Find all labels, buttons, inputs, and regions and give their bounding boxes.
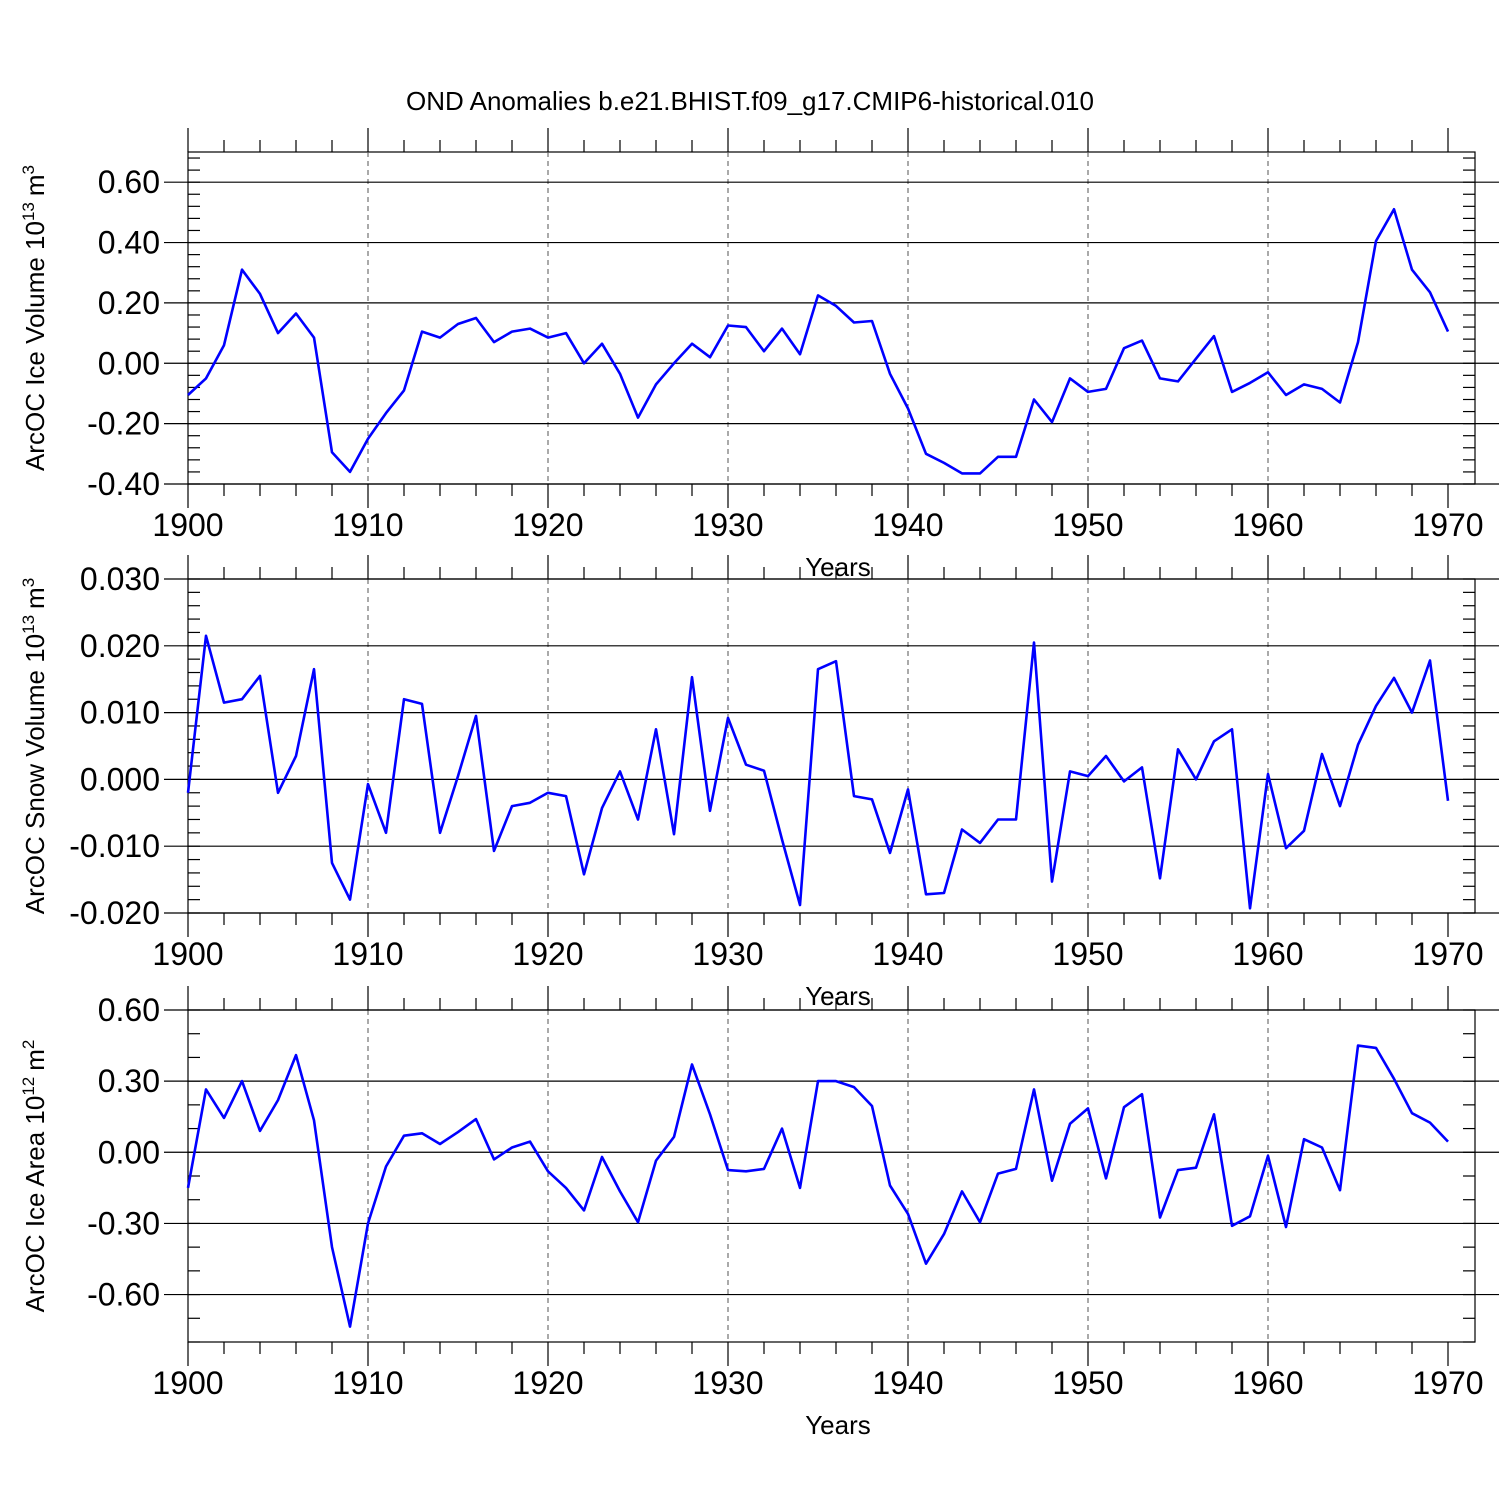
y-tick-label: -0.010 (69, 828, 160, 864)
x-tick-label: 1960 (1232, 936, 1303, 972)
y-tick-label: 0.00 (98, 345, 160, 381)
series-line-1 (187, 208, 1450, 475)
panel-2: 0.030 0.020 0.010 0.000 -0.010 -0.020 1900 1910… (19, 555, 1499, 1011)
series-line-1 (186, 634, 1450, 910)
x-tick-label: 1950 (1052, 507, 1123, 543)
x-tick-label: 1900 (152, 936, 223, 972)
x-tick-label: 1910 (332, 936, 403, 972)
y-axis-title-unit: m (20, 587, 50, 609)
y-axis-title-text: ArcOC Snow Volume 10 (20, 634, 50, 914)
y-axis-title-text: ArcOC Ice Volume 10 (20, 221, 50, 471)
y-tick-label: 0.000 (80, 761, 160, 797)
y-tick-label: 0.60 (98, 992, 160, 1028)
y-axis-title-unit-exponent: 2 (19, 1040, 38, 1049)
x-tick-label: 1910 (332, 1365, 403, 1401)
x-tick-label: 1930 (692, 1365, 763, 1401)
x-tick-label: 1910 (332, 507, 403, 543)
y-axis-title: ArcOC Snow Volume 1013 m3 (19, 578, 50, 914)
y-tick-label: 0.40 (98, 225, 160, 261)
y-tick-label: -0.60 (87, 1277, 160, 1313)
x-tick-label: 1920 (512, 507, 583, 543)
x-tick-label: 1960 (1232, 507, 1303, 543)
x-tick-label: 1960 (1232, 1365, 1303, 1401)
y-tick-label: 0.00 (98, 1134, 160, 1170)
x-tick-label: 1970 (1412, 507, 1483, 543)
y-axis-title-unit-exponent: 3 (19, 165, 38, 174)
y-axis-title-unit-exponent: 3 (19, 578, 38, 587)
x-tick-label: 1950 (1052, 1365, 1123, 1401)
x-tick-label: 1900 (152, 1365, 223, 1401)
y-tick-label: 0.010 (80, 695, 160, 731)
y-axis-title-exponent: 12 (19, 1077, 38, 1096)
panel-1: 0.60 0.40 0.20 0.00 -0.20 -0.40 1900 1910 1920 19… (19, 128, 1499, 582)
x-axis-title: Years (805, 981, 871, 1011)
y-tick-label: -0.020 (69, 895, 160, 931)
x-tick-label: 1940 (872, 507, 943, 543)
y-tick-label: -0.30 (87, 1205, 160, 1241)
y-tick-label: 0.030 (80, 561, 160, 597)
y-axis-title-exponent: 13 (19, 202, 38, 221)
y-axis-title: ArcOC Ice Area 1012 m2 (19, 1040, 50, 1313)
y-axis-title-exponent: 13 (19, 615, 38, 634)
x-tick-label: 1920 (512, 1365, 583, 1401)
x-tick-label: 1940 (872, 936, 943, 972)
figure-title: OND Anomalies b.e21.BHIST.f09_g17.CMIP6-… (406, 86, 1094, 116)
y-axis-title-text: ArcOC Ice Area 10 (20, 1096, 50, 1313)
x-tick-label: 1900 (152, 507, 223, 543)
series-line-1 (186, 1044, 1449, 1328)
x-tick-label: 1950 (1052, 936, 1123, 972)
panels: 0.60 0.40 0.20 0.00 -0.20 -0.40 1900 1910 1920 19… (19, 128, 1499, 1440)
x-tick-label: 1940 (872, 1365, 943, 1401)
panel-3: 0.60 0.30 0.00 -0.30 -0.60 1900 1910 1920 1930 19… (19, 986, 1499, 1440)
x-tick-label: 1970 (1412, 1365, 1483, 1401)
y-tick-label: 0.20 (98, 285, 160, 321)
y-tick-label: 0.30 (98, 1063, 160, 1099)
y-tick-label: -0.40 (87, 466, 160, 502)
y-axis-title-unit: m (20, 174, 50, 196)
x-axis-title: Years (805, 1410, 871, 1440)
y-tick-label: -0.20 (87, 406, 160, 442)
y-tick-label: 0.60 (98, 164, 160, 200)
y-axis-title: ArcOC Ice Volume 1013 m3 (19, 165, 50, 471)
x-axis-title: Years (805, 552, 871, 582)
y-tick-label: 0.020 (80, 628, 160, 664)
x-tick-label: 1930 (692, 507, 763, 543)
x-tick-label: 1970 (1412, 936, 1483, 972)
x-tick-label: 1930 (692, 936, 763, 972)
y-axis-title-unit: m (20, 1049, 50, 1071)
x-tick-label: 1920 (512, 936, 583, 972)
